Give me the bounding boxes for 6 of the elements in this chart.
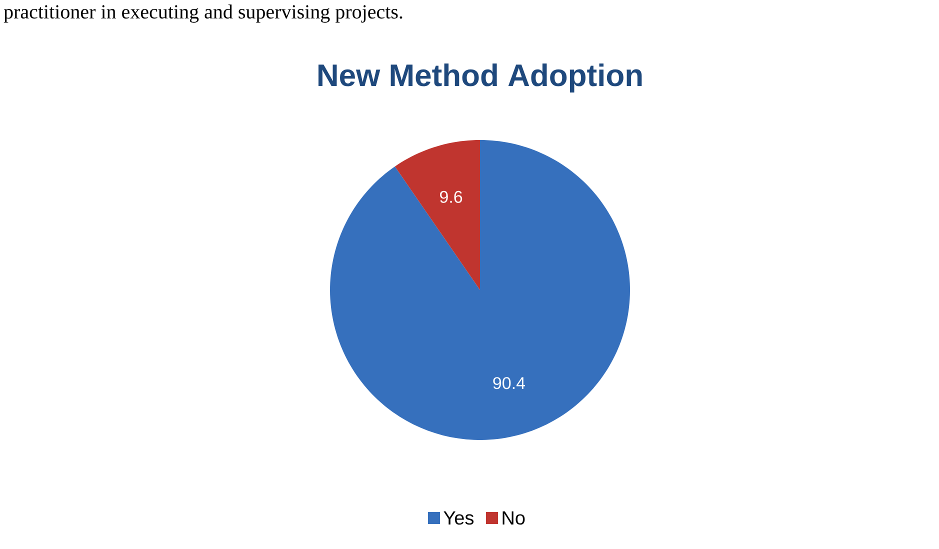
legend-label: Yes: [444, 511, 474, 525]
data-label: 9.6: [440, 190, 462, 203]
data-label: 90.4: [493, 377, 526, 390]
text: practitioner in executing and supervising projects.: [4, 4, 402, 23]
chart-title: New Method Adoption: [318, 64, 642, 92]
legend-label: No: [502, 511, 525, 525]
